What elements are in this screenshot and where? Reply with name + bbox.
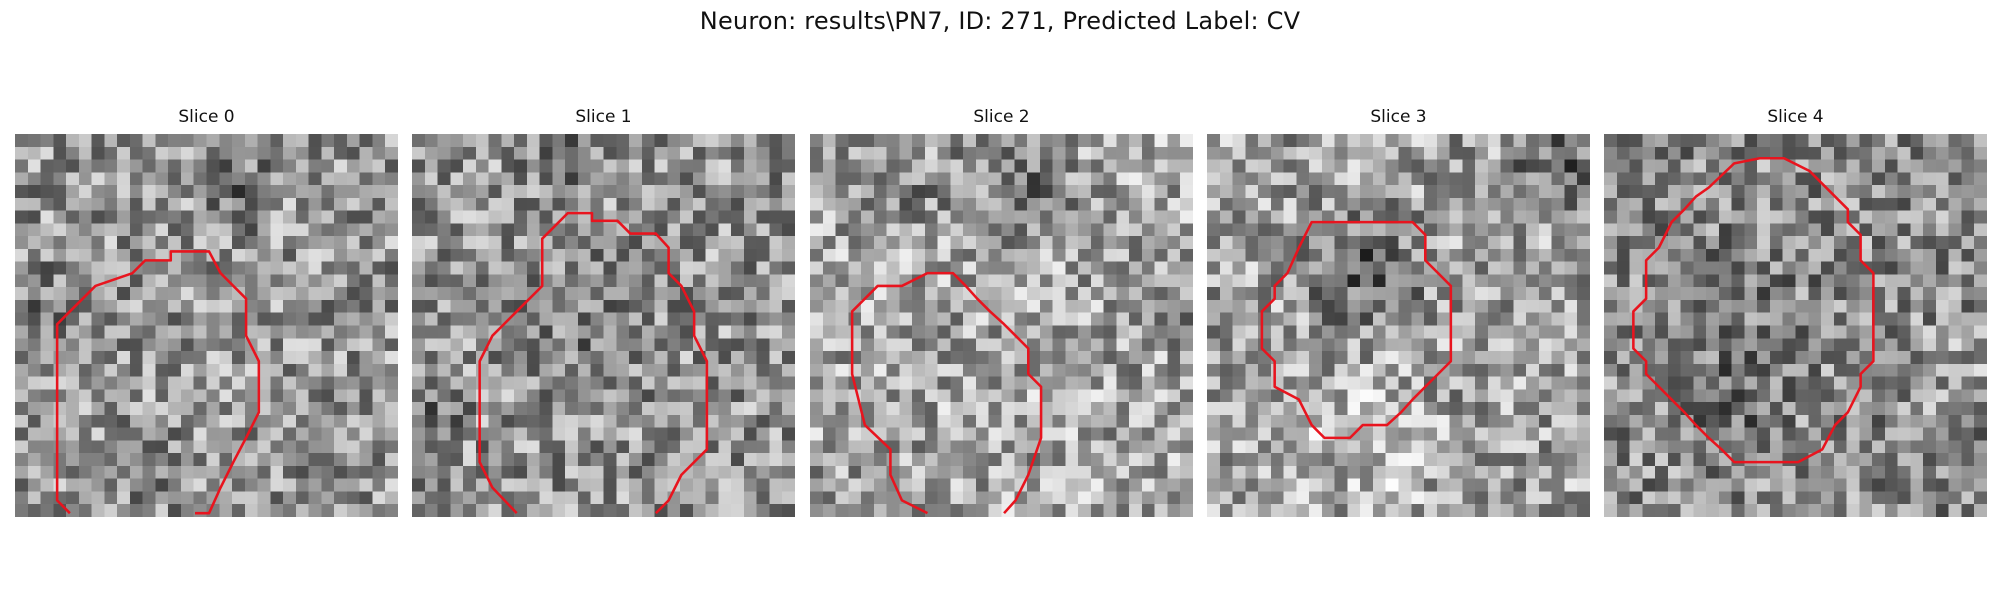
contour-line-4	[1632, 156, 1875, 464]
slice-title-0: Slice 0	[178, 107, 235, 127]
slice-image-2	[810, 134, 1193, 517]
contour-overlay-3	[1260, 220, 1453, 440]
contour-line-2	[850, 271, 1043, 515]
slice-title-2: Slice 2	[973, 107, 1030, 127]
contour-overlay-1	[478, 211, 709, 515]
contour-overlay-4	[1632, 156, 1875, 464]
contour-line-1	[478, 211, 709, 515]
slice-image-3	[1207, 134, 1590, 517]
slice-image-0	[15, 134, 398, 517]
figure-title: Neuron: results\PN7, ID: 271, Predicted …	[699, 7, 1301, 35]
slice-title-1: Slice 1	[575, 107, 632, 127]
contour-line-0	[55, 250, 261, 515]
slice-image-4	[1604, 134, 1987, 517]
contour-overlay-2	[850, 271, 1043, 515]
slice-title-3: Slice 3	[1370, 107, 1427, 127]
contour-overlay-0	[55, 250, 261, 515]
slice-image-1	[412, 134, 795, 517]
slice-title-4: Slice 4	[1767, 107, 1824, 127]
contour-line-3	[1260, 220, 1453, 440]
